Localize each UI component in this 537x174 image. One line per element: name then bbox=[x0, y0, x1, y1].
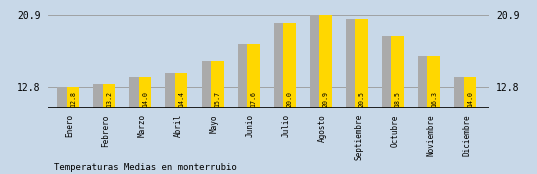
Text: 16.3: 16.3 bbox=[431, 90, 437, 106]
Bar bbox=[346, 19, 366, 108]
Bar bbox=[283, 23, 296, 108]
Text: 20.0: 20.0 bbox=[286, 90, 293, 106]
Text: Temperaturas Medias en monterrubio: Temperaturas Medias en monterrubio bbox=[54, 163, 236, 172]
Bar bbox=[310, 15, 330, 108]
Text: 15.7: 15.7 bbox=[214, 90, 220, 106]
Bar bbox=[67, 87, 79, 108]
Bar bbox=[427, 56, 440, 108]
Bar bbox=[454, 77, 474, 108]
Bar bbox=[175, 73, 187, 108]
Bar bbox=[165, 73, 185, 108]
Text: 13.2: 13.2 bbox=[106, 90, 112, 106]
Text: 12.8: 12.8 bbox=[70, 90, 76, 106]
Bar bbox=[201, 61, 221, 108]
Bar bbox=[382, 36, 402, 108]
Bar bbox=[129, 77, 149, 108]
Bar bbox=[391, 36, 404, 108]
Bar bbox=[247, 45, 260, 108]
Text: 18.5: 18.5 bbox=[395, 90, 401, 106]
Bar bbox=[93, 84, 113, 108]
Text: 14.0: 14.0 bbox=[142, 90, 148, 106]
Text: 20.9: 20.9 bbox=[323, 90, 329, 106]
Bar bbox=[103, 84, 115, 108]
Text: 20.5: 20.5 bbox=[359, 90, 365, 106]
Bar bbox=[139, 77, 151, 108]
Bar bbox=[57, 87, 77, 108]
Text: 14.0: 14.0 bbox=[467, 90, 473, 106]
Bar bbox=[274, 23, 294, 108]
Bar bbox=[211, 61, 223, 108]
Text: 14.4: 14.4 bbox=[178, 90, 184, 106]
Text: 17.6: 17.6 bbox=[250, 90, 256, 106]
Bar bbox=[238, 45, 258, 108]
Bar bbox=[418, 56, 438, 108]
Bar bbox=[355, 19, 368, 108]
Bar bbox=[319, 15, 332, 108]
Bar bbox=[463, 77, 476, 108]
